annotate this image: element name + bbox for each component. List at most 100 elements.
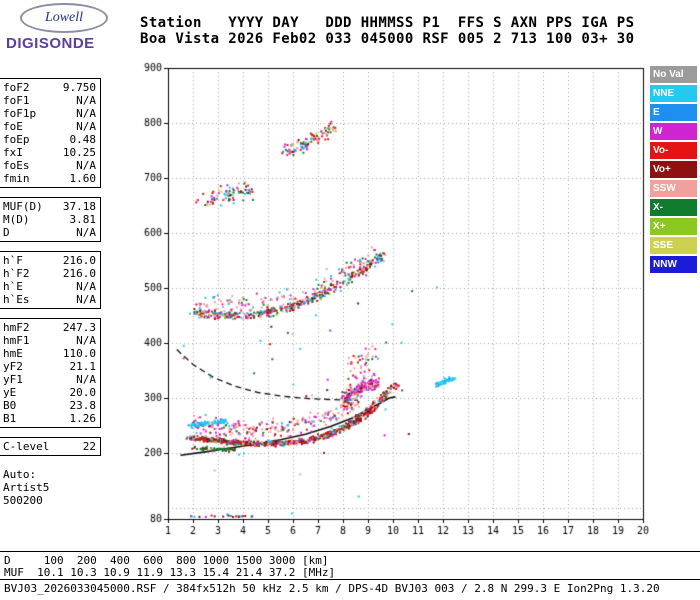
param-label: MUF(D) bbox=[3, 200, 43, 213]
legend-label: E bbox=[653, 107, 660, 118]
param-label: M(D) bbox=[3, 213, 30, 226]
param-row-b0: B0 23.8 bbox=[3, 399, 96, 412]
legend-item-w: W bbox=[650, 123, 697, 140]
param-value: N/A bbox=[76, 94, 96, 107]
param-value: N/A bbox=[76, 159, 96, 172]
param-label: fmin bbox=[3, 172, 30, 185]
param-row-fmin: fmin 1.60 bbox=[3, 172, 96, 185]
param-row-hme: hmE 110.0 bbox=[3, 347, 96, 360]
param-value: N/A bbox=[76, 373, 96, 386]
autoscaling-info: Auto: Artist5 500200 bbox=[0, 468, 101, 507]
param-value: 216.0 bbox=[62, 254, 96, 267]
param-group-4: C-level 22 bbox=[0, 437, 101, 456]
param-row-fof2: foF2 9.750 bbox=[3, 81, 96, 94]
param-value: 22 bbox=[82, 440, 96, 453]
legend-label: X+ bbox=[653, 221, 666, 232]
legend-item-x+: X+ bbox=[650, 218, 697, 235]
param-value: 0.48 bbox=[69, 133, 97, 146]
header-column-values: Boa Vista 2026 Feb02 033 045000 RSF 005 … bbox=[140, 31, 635, 47]
param-row-foep: foEp 0.48 bbox=[3, 133, 96, 146]
param-label: h`F bbox=[3, 254, 23, 267]
param-row-ye: yE 20.0 bbox=[3, 386, 96, 399]
param-label: fxI bbox=[3, 146, 23, 159]
param-value: 20.0 bbox=[69, 386, 97, 399]
param-row-h-es: h`Es N/A bbox=[3, 293, 96, 306]
param-row-muf-d-: MUF(D) 37.18 bbox=[3, 200, 96, 213]
param-value: 216.0 bbox=[62, 267, 96, 280]
legend-label: Vo- bbox=[653, 145, 669, 156]
param-row-h-f: h`F 216.0 bbox=[3, 254, 96, 267]
param-group-3: hmF2 247.3 hmF1 N/A hmE 110.0 yF2 21.1 yF1 N/A yE 2… bbox=[0, 318, 101, 428]
param-row-yf2: yF2 21.1 bbox=[3, 360, 96, 373]
param-label: foF1p bbox=[3, 107, 37, 120]
param-label: C-level bbox=[3, 440, 50, 453]
legend-label: NNE bbox=[653, 88, 675, 99]
param-row-hmf1: hmF1 N/A bbox=[3, 334, 96, 347]
param-row-fof1: foF1 N/A bbox=[3, 94, 96, 107]
param-group-2: h`F 216.0 h`F2 216.0 h`E N/A h`Es N/A bbox=[0, 251, 101, 309]
param-value: 110.0 bbox=[62, 347, 96, 360]
legend-item-ssw: SSW bbox=[650, 180, 697, 197]
legend-item-no-val: No Val bbox=[650, 66, 697, 83]
param-value: 10.25 bbox=[62, 146, 96, 159]
param-label: h`E bbox=[3, 280, 23, 293]
param-row-h-f2: h`F2 216.0 bbox=[3, 267, 96, 280]
param-label: B1 bbox=[3, 412, 17, 425]
param-label: h`F2 bbox=[3, 267, 30, 280]
param-value: N/A bbox=[76, 334, 96, 347]
legend-item-vo+: Vo+ bbox=[650, 161, 697, 178]
param-label: yE bbox=[3, 386, 17, 399]
param-label: hmE bbox=[3, 347, 23, 360]
legend-label: No Val bbox=[653, 69, 684, 80]
autoscaling-line: Artist5 bbox=[3, 481, 50, 494]
param-label: hmF1 bbox=[3, 334, 30, 347]
param-group-1: MUF(D) 37.18 M(D) 3.81 D N/A bbox=[0, 197, 101, 242]
param-row-c-level: C-level 22 bbox=[3, 440, 96, 453]
param-value: 247.3 bbox=[62, 321, 96, 334]
logo-digisonde-text: DIGISONDE bbox=[6, 35, 95, 52]
param-label: yF2 bbox=[3, 360, 23, 373]
legend-label: NNW bbox=[653, 259, 677, 270]
legend-label: SSE bbox=[653, 240, 674, 251]
param-value: 21.1 bbox=[69, 360, 97, 373]
param-label: foEs bbox=[3, 159, 30, 172]
legend-item-nne: NNE bbox=[650, 85, 697, 102]
param-label: hmF2 bbox=[3, 321, 30, 334]
param-row-foe: foE N/A bbox=[3, 120, 96, 133]
param-row-fxi: fxI 10.25 bbox=[3, 146, 96, 159]
autoscaling-line: Auto: bbox=[3, 468, 37, 481]
param-row-b1: B1 1.26 bbox=[3, 412, 96, 425]
param-label: foF2 bbox=[3, 81, 30, 94]
param-value: 9.750 bbox=[62, 81, 96, 94]
param-row-yf1: yF1 N/A bbox=[3, 373, 96, 386]
divider-top bbox=[0, 551, 700, 552]
legend-label: X- bbox=[653, 202, 663, 213]
param-value: 1.26 bbox=[69, 412, 97, 425]
distance-row: D 100 200 400 600 800 1000 1500 3000 [km… bbox=[4, 554, 329, 567]
direction-legend: No Val NNE E W Vo- Vo+ SSW X- X+ SSE NNW bbox=[650, 66, 697, 275]
param-value: 23.8 bbox=[69, 399, 97, 412]
muf-row: MUF 10.1 10.3 10.9 11.9 13.3 15.4 21.4 3… bbox=[4, 566, 336, 579]
param-row-d: D N/A bbox=[3, 226, 96, 239]
logo: Lowell DIGISONDE bbox=[6, 3, 136, 52]
legend-item-nnw: NNW bbox=[650, 256, 697, 273]
legend-label: Vo+ bbox=[653, 164, 671, 175]
param-value: N/A bbox=[76, 226, 96, 239]
divider-mid bbox=[0, 579, 700, 580]
autoscaling-line: 500200 bbox=[3, 494, 43, 507]
param-value: 1.60 bbox=[69, 172, 97, 185]
param-label: D bbox=[3, 226, 10, 239]
legend-label: W bbox=[653, 126, 663, 137]
legend-item-x-: X- bbox=[650, 199, 697, 216]
param-value: N/A bbox=[76, 280, 96, 293]
legend-item-vo-: Vo- bbox=[650, 142, 697, 159]
param-row-foes: foEs N/A bbox=[3, 159, 96, 172]
param-label: h`Es bbox=[3, 293, 30, 306]
legend-label: SSW bbox=[653, 183, 676, 194]
lowell-logo-ellipse: Lowell bbox=[20, 3, 108, 33]
file-info-row: BVJ03_2026033045000.RSF / 384fx512h 50 k… bbox=[4, 582, 660, 595]
param-row-hmf2: hmF2 247.3 bbox=[3, 321, 96, 334]
param-row-h-e: h`E N/A bbox=[3, 280, 96, 293]
